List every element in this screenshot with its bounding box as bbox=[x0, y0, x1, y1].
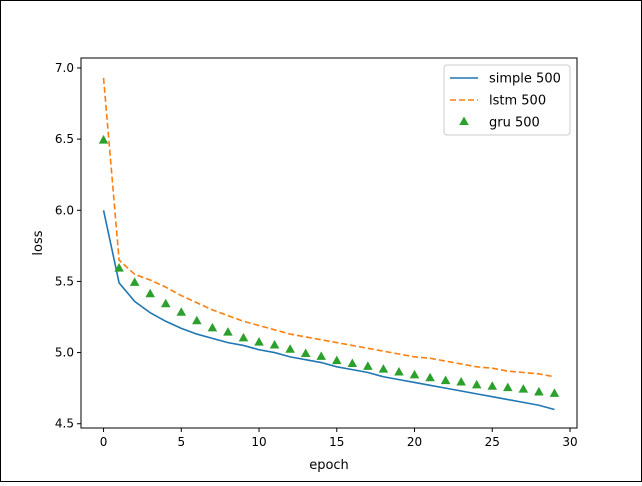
series-gru-500-point bbox=[285, 344, 295, 353]
series-gru-500-point bbox=[503, 382, 513, 392]
series-gru-500-point bbox=[176, 307, 187, 316]
series-gru-500-point bbox=[98, 135, 109, 144]
series-gru-500-point bbox=[300, 348, 311, 358]
series-lstm-500-line bbox=[102, 77, 555, 378]
series-gru-500-point bbox=[129, 277, 140, 286]
series-gru-500-point bbox=[114, 263, 124, 272]
y-tick-label: 7.0 bbox=[55, 61, 74, 75]
series-gru-500-point bbox=[363, 361, 373, 370]
series-gru-500-point bbox=[471, 379, 482, 389]
plot-frame bbox=[80, 57, 578, 429]
series-gru-500-point bbox=[238, 332, 249, 342]
x-axis: 0 5 10 15 20 25 30 bbox=[100, 428, 578, 449]
x-tick-label: 0 bbox=[100, 435, 108, 449]
legend: simple 500 lstm 500 gru 500 bbox=[443, 64, 571, 136]
series-gru-500-point bbox=[347, 358, 358, 367]
y-tick-label: 5.5 bbox=[55, 274, 74, 288]
series-gru-500-point bbox=[549, 388, 560, 397]
series-gru-500-point bbox=[192, 315, 202, 325]
series-gru-500-point bbox=[518, 384, 529, 393]
series-gru-500-point bbox=[145, 288, 155, 298]
series-gru-500-point bbox=[269, 339, 280, 349]
legend-marker bbox=[459, 116, 469, 126]
x-tick-label: 25 bbox=[485, 435, 500, 449]
series-gru-500-point bbox=[378, 364, 389, 373]
series-gru-500-point bbox=[487, 381, 498, 390]
series-gru-500-point bbox=[456, 376, 466, 386]
series-gru-500-point bbox=[254, 337, 264, 346]
x-tick-label: 5 bbox=[177, 435, 185, 449]
x-tick-label: 20 bbox=[407, 435, 422, 449]
series-gru-500-point bbox=[160, 298, 171, 308]
series-gru-500-point bbox=[316, 351, 327, 360]
series-gru-500-point bbox=[425, 372, 435, 382]
y-tick-label: 5.0 bbox=[55, 346, 74, 360]
series-gru-500-point bbox=[409, 369, 420, 379]
y-tick-label: 6.5 bbox=[55, 132, 74, 146]
series-gru-500-point bbox=[440, 375, 451, 385]
legend-box bbox=[443, 64, 571, 136]
x-tick-label: 15 bbox=[329, 435, 344, 449]
y-axis: 4.5 5.0 5.5 6.0 6.5 7.0 bbox=[55, 61, 81, 431]
y-tick-label: 4.5 bbox=[55, 417, 74, 431]
series-gru-500-point bbox=[207, 322, 218, 332]
series-gru-500-point bbox=[394, 367, 404, 376]
x-axis-label: epoch bbox=[309, 458, 349, 473]
legend-entry: gru 500 bbox=[489, 116, 540, 131]
y-tick-label: 6.0 bbox=[55, 203, 74, 217]
series-gru-500-point bbox=[223, 327, 233, 336]
x-tick-label: 30 bbox=[562, 435, 577, 449]
y-axis-label: loss bbox=[31, 230, 46, 255]
legend-entry: lstm 500 bbox=[489, 94, 546, 109]
series-simple-500-line bbox=[102, 210, 555, 411]
x-tick-label: 10 bbox=[251, 435, 266, 449]
legend-entry: simple 500 bbox=[489, 72, 561, 87]
series-gru-500-point bbox=[331, 355, 342, 365]
plot-content bbox=[98, 77, 560, 411]
series-gru-500-point bbox=[534, 386, 544, 396]
